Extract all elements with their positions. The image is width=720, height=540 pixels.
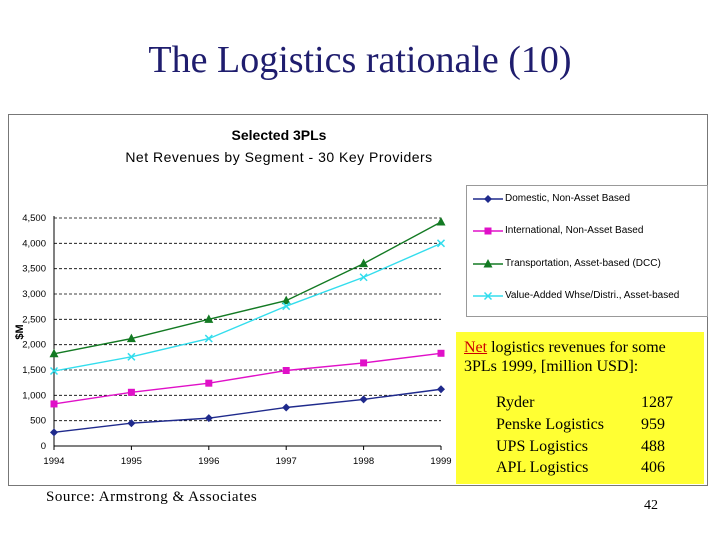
y-tick-label: 1,500: [22, 365, 46, 376]
data-point: [127, 352, 136, 361]
callout-heading-net: Net: [464, 339, 488, 356]
company-name: APL Logistics: [496, 459, 589, 476]
chart-subtitle: Net Revenues by Segment - 30 Key Provide…: [125, 149, 433, 165]
data-point: [359, 273, 368, 282]
data-point: [49, 366, 59, 376]
legend-item: Domestic, Non-Asset Based: [467, 191, 707, 211]
data-point: [359, 258, 369, 268]
data-point: [359, 395, 368, 404]
source-note: Source: Armstrong & Associates: [46, 489, 258, 505]
data-point: [282, 367, 290, 375]
legend-item: Transportation, Asset-based (DCC): [467, 256, 707, 276]
series-line: [53, 242, 442, 372]
legend-swatch: [473, 227, 503, 235]
callout-row: APL Logistics 406: [496, 459, 696, 481]
series-line: [53, 388, 442, 434]
chart-legend: Domestic, Non-Asset Based International, …: [466, 185, 708, 317]
callout-heading-text: logistics revenues for some 3PLs 1999, […: [464, 339, 666, 375]
y-tick-label: 3,500: [22, 264, 46, 275]
company-name: UPS Logistics: [496, 438, 589, 455]
legend-item: Value-Added Whse/Distri., Asset-based: [467, 288, 707, 308]
x-tick-label: 1999: [430, 456, 451, 467]
data-point: [436, 239, 446, 248]
data-point: [204, 314, 214, 323]
revenue-callout: Net logistics revenues for some 3PLs 199…: [456, 332, 704, 484]
legend-label: International, Non-Asset Based: [505, 225, 644, 236]
company-revenue: 959: [641, 416, 665, 433]
company-name: Ryder: [496, 394, 535, 411]
data-point: [50, 400, 58, 408]
x-tick-label: 1994: [43, 456, 64, 467]
legend-marker: [483, 291, 493, 301]
page-number: 42: [644, 498, 658, 513]
legend-swatch: [473, 291, 503, 301]
data-point: [281, 295, 291, 305]
data-point: [204, 334, 213, 343]
legend-marker: [484, 227, 492, 235]
line-chart: 0 500 1,000 1,500 2,000 2,500 3,000 3,500 4,000 4…: [14, 213, 452, 467]
y-tick-label: 4,000: [22, 238, 46, 249]
company-revenue: 406: [641, 459, 665, 476]
callout-row: Penske Logistics 959: [496, 416, 696, 438]
x-tick-label: 1998: [353, 456, 374, 467]
data-point: [204, 414, 213, 423]
series-line: [53, 352, 442, 405]
y-tick-label: 3,000: [22, 289, 46, 300]
data-point: [282, 302, 291, 311]
data-point: [127, 388, 135, 396]
legend-label: Domestic, Non-Asset Based: [505, 193, 631, 204]
y-axis-label: $M: [14, 324, 26, 339]
y-tick-label: 4,500: [22, 213, 46, 224]
data-point: [205, 379, 213, 387]
chart-title: Selected 3PLs: [231, 127, 327, 143]
x-tick-label: 1997: [276, 456, 297, 467]
data-point: [49, 348, 59, 358]
legend-label: Transportation, Asset-based (DCC): [505, 258, 661, 269]
legend-marker: [483, 259, 493, 268]
chart-frame: Selected 3PLs Net Revenues by Segment - …: [8, 114, 708, 486]
callout-heading: Net logistics revenues for some 3PLs 199…: [464, 338, 700, 376]
slide-title: The Logistics rationale (10): [148, 39, 572, 81]
data-point: [436, 217, 446, 226]
y-tick-label: 1,000: [22, 390, 46, 401]
legend-swatch: [473, 195, 503, 203]
y-tick-label: 0: [41, 441, 46, 452]
company-revenue: 488: [641, 438, 665, 455]
callout-row: Ryder 1287: [496, 394, 696, 416]
y-tick-label: 500: [30, 416, 46, 427]
legend-item: International, Non-Asset Based: [467, 223, 707, 243]
legend-label: Value-Added Whse/Distri., Asset-based: [505, 290, 680, 301]
data-point: [437, 349, 445, 357]
legend-marker: [484, 195, 492, 203]
y-tick-label: 2,000: [22, 340, 46, 351]
data-point: [437, 385, 445, 394]
series-line: [53, 221, 442, 355]
callout-row: UPS Logistics 488: [496, 438, 696, 460]
y-tick-label: 2,500: [22, 314, 46, 325]
legend-swatch: [473, 259, 503, 268]
x-tick-label: 1996: [198, 456, 219, 467]
data-point: [360, 359, 368, 367]
company-revenue: 1287: [641, 394, 673, 411]
company-name: Penske Logistics: [496, 416, 604, 433]
data-point: [282, 403, 291, 412]
data-point: [126, 333, 136, 343]
data-point: [50, 428, 58, 437]
x-tick-label: 1995: [121, 456, 142, 467]
